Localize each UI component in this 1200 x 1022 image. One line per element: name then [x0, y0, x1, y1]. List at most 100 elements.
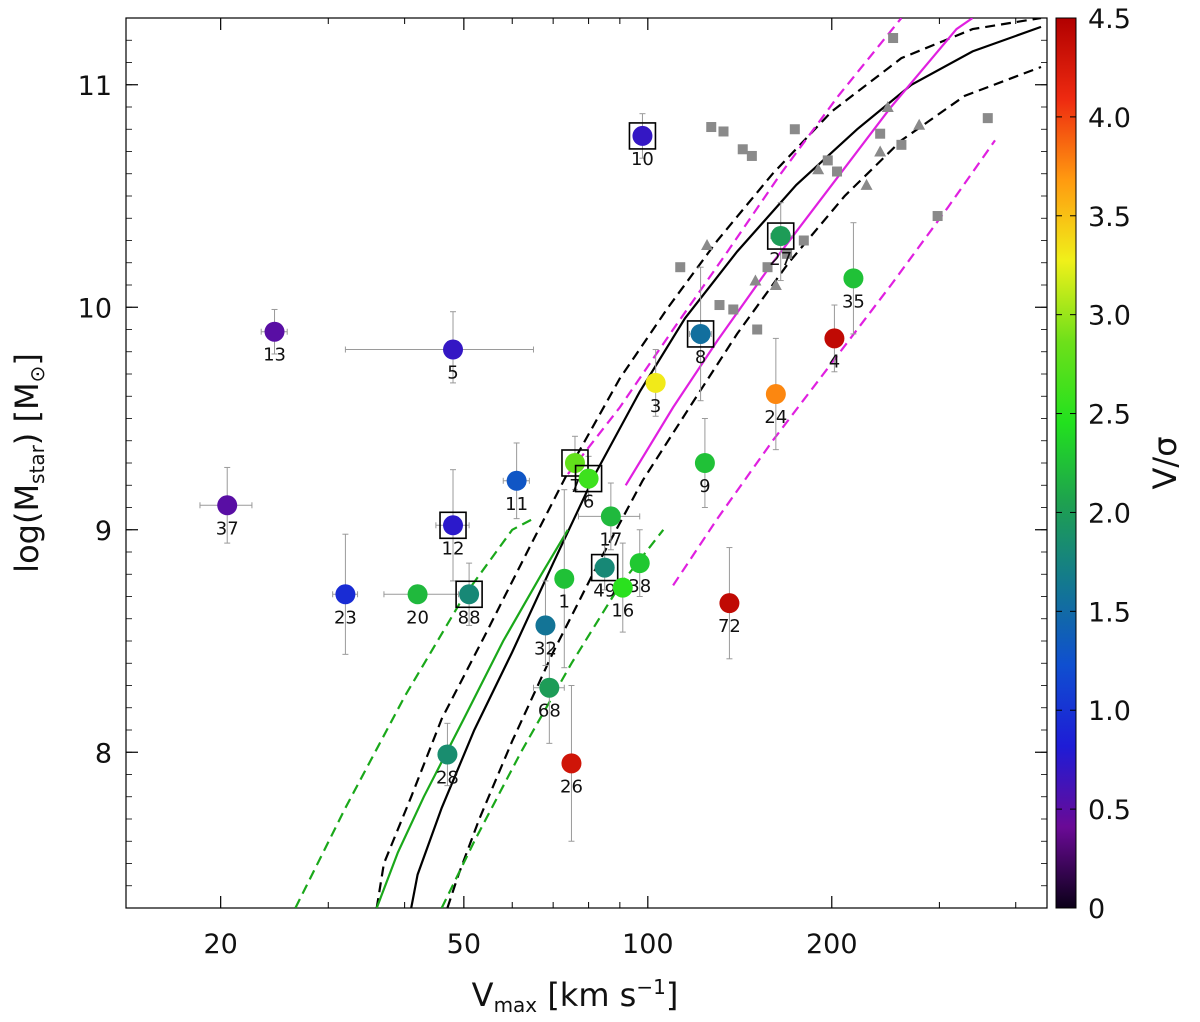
comparison-square-marker: [675, 262, 686, 273]
colorbar-label: V/σ: [1146, 437, 1184, 490]
relation-curve: [567, 18, 903, 475]
colorbar-tick-label: 3.5: [1088, 202, 1131, 233]
galaxy-point: [843, 268, 864, 289]
galaxy-point: [765, 384, 786, 405]
comparison-triangle-marker: [769, 279, 782, 290]
galaxy-point: [629, 553, 650, 574]
highlight-box: [455, 580, 483, 609]
galaxy-id-label: 35: [842, 291, 865, 312]
comparison-square-marker: [932, 211, 943, 222]
comparison-triangle-marker: [860, 178, 873, 190]
x-tick-label: 200: [806, 929, 858, 960]
galaxy-point: [645, 372, 666, 393]
galaxy-point: [824, 328, 845, 349]
comparison-square-marker: [888, 33, 899, 44]
highlight-box: [439, 511, 467, 540]
x-tick-label: 50: [447, 929, 481, 960]
galaxy-id-label: 68: [538, 701, 561, 722]
galaxy-id-label: 9: [699, 476, 710, 497]
galaxy-id-label: 32: [534, 638, 557, 659]
colorbar-tick-label: 3.0: [1088, 301, 1131, 332]
galaxy-id-label: 13: [263, 345, 286, 366]
galaxy-point: [719, 593, 740, 614]
galaxy-point: [539, 677, 560, 698]
comparison-triangle-marker: [749, 274, 762, 286]
y-tick-label: 9: [95, 516, 112, 547]
galaxy-id-label: 6: [583, 492, 594, 513]
galaxy-point: [506, 470, 527, 491]
comparison-square-marker: [737, 144, 748, 155]
galaxy-id-label: 37: [216, 518, 239, 539]
relation-curve: [446, 65, 1042, 908]
comparison-square-marker: [718, 126, 729, 137]
galaxy-id-label: 20: [406, 607, 429, 628]
relation-curve: [294, 517, 535, 908]
highlight-box: [574, 464, 603, 493]
galaxy-point: [578, 468, 599, 489]
x-axis-label: Vmax [km s−1]: [472, 975, 679, 1017]
comparison-triangle-marker: [874, 145, 887, 157]
comparison-square-marker: [789, 124, 800, 135]
comparison-triangle-marker: [913, 118, 926, 130]
colorbar-tick-label: 1.5: [1088, 597, 1131, 628]
highlight-box: [628, 122, 657, 150]
galaxy-id-label: 16: [611, 601, 634, 622]
colorbar-ticks: 0 0.5 1.0 1.5 2.0 2.5 3.0 3.5 4.0 4.5: [1056, 4, 1131, 925]
galaxy-id-label: 72: [718, 616, 741, 637]
galaxy-id-label: 4: [829, 351, 840, 372]
galaxy-id-label: 23: [334, 607, 357, 628]
x-tick-label: 20: [203, 929, 237, 960]
galaxy-point: [437, 744, 458, 765]
galaxy-point: [335, 584, 356, 605]
x-tick-label: 100: [622, 929, 674, 960]
galaxy-id-label: 24: [764, 407, 787, 428]
comparison-triangle-marker: [812, 163, 825, 175]
comparison-square-marker: [706, 122, 717, 133]
comparison-square-marker: [822, 155, 833, 166]
highlight-box: [766, 222, 795, 250]
comparison-square-marker: [832, 166, 843, 177]
galaxy-id-label: 11: [505, 494, 528, 515]
galaxy-id-label: 26: [560, 776, 583, 797]
relation-curves: [294, 18, 1042, 908]
comparison-square-marker: [875, 128, 886, 139]
galaxy-point: [407, 584, 428, 605]
comparison-square-marker: [762, 262, 773, 273]
galaxy-point: [612, 577, 633, 598]
comparison-square-marker: [728, 304, 739, 315]
galaxy-id-label: 49: [593, 581, 616, 602]
comparison-square-marker: [746, 150, 757, 161]
relation-curve: [624, 18, 974, 486]
relation-curve: [375, 529, 569, 908]
galaxy-id-label: 88: [458, 607, 481, 628]
galaxy-point: [600, 506, 621, 527]
comparison-triangle-marker: [701, 238, 714, 250]
galaxy-id-label: 8: [695, 347, 706, 368]
galaxy-id-label: 10: [631, 149, 654, 170]
comparison-square-marker: [782, 248, 793, 259]
comparison-square-marker: [982, 113, 993, 124]
galaxy-point: [694, 453, 715, 473]
plot-area: [125, 17, 1048, 909]
comparison-sample: [675, 33, 993, 335]
galaxy-id-label: 38: [628, 576, 651, 597]
galaxy-id-label: 17: [599, 529, 622, 550]
colorbar-tick-label: 4.0: [1088, 103, 1131, 134]
galaxy-id-label: 3: [650, 396, 661, 417]
galaxy-point: [564, 453, 585, 473]
colorbar-tick-label: 1.0: [1088, 696, 1131, 727]
galaxy-point: [264, 321, 285, 342]
colorbar-gradient: [1055, 17, 1077, 909]
relation-curve: [672, 139, 996, 587]
galaxy-point: [443, 339, 464, 360]
colorbar-tick-label: 0.5: [1088, 795, 1131, 826]
comparison-triangle-marker: [881, 101, 894, 112]
galaxy-point: [554, 568, 575, 589]
highlight-box: [686, 320, 715, 348]
galaxy-id-label: 28: [436, 767, 459, 788]
galaxy-id-label: 5: [447, 363, 458, 384]
galaxy-point: [632, 125, 653, 146]
comparison-square-marker: [896, 139, 907, 150]
colorbar-tick-label: 4.5: [1088, 4, 1131, 35]
